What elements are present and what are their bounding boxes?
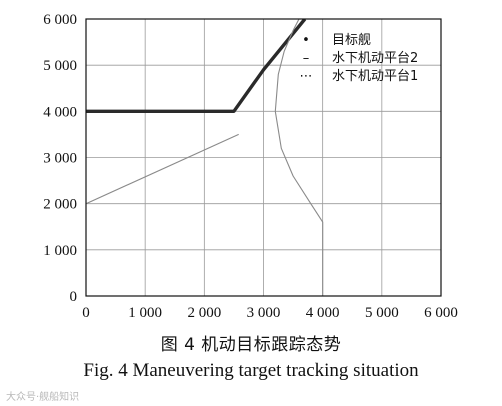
- y-tick-label: 5 000: [43, 58, 77, 74]
- y-tick-label: 0: [70, 289, 78, 305]
- legend-marker-3: ⋯: [300, 69, 313, 84]
- y-tick-label: 1 000: [43, 243, 77, 259]
- x-tick-label: 6 000: [424, 305, 458, 321]
- grid-layer: [86, 19, 441, 296]
- x-tick-label: 5 000: [365, 305, 399, 321]
- watermark-logo: 大众号·舰船知识: [6, 392, 80, 403]
- x-tick-label: 1 000: [128, 305, 162, 321]
- x-tick-label: 2 000: [187, 305, 221, 321]
- y-tick-label: 6 000: [43, 12, 77, 28]
- series-line-3: [274, 19, 324, 296]
- legend-marker-1: •: [302, 33, 310, 48]
- y-tick-label: 3 000: [43, 151, 77, 167]
- legend-label-2: 水下机动平台2: [332, 51, 418, 66]
- figure-caption-chinese: 图 4 机动目标跟踪态势: [160, 335, 342, 355]
- series-line-1: [86, 19, 307, 113]
- legend: • 目标舰 – 水下机动平台2 ⋯ 水下机动平台1: [300, 33, 419, 84]
- x-tick-label: 0: [82, 305, 90, 321]
- y-tick-label: 4 000: [43, 104, 77, 120]
- tick-layer: 0 1 000 2 000 3 000 4 000 5 000 6 000 0 1 000 2 0…: [43, 12, 458, 321]
- figure-caption-english: Fig. 4 Maneuvering target tracking situa…: [83, 360, 419, 381]
- y-tick-label: 2 000: [43, 197, 77, 213]
- legend-label-1: 目标舰: [332, 33, 371, 48]
- series-line-2: [86, 133, 239, 205]
- x-tick-label: 4 000: [306, 305, 340, 321]
- x-tick-label: 3 000: [247, 305, 281, 321]
- legend-label-3: 水下机动平台1: [332, 69, 418, 84]
- trajectory-chart: 0 1 000 2 000 3 000 4 000 5 000 6 000 0 1 000 2 0…: [43, 12, 458, 321]
- legend-marker-2: –: [303, 51, 310, 66]
- series-layer: [86, 19, 324, 296]
- plot-frame: [85, 18, 442, 297]
